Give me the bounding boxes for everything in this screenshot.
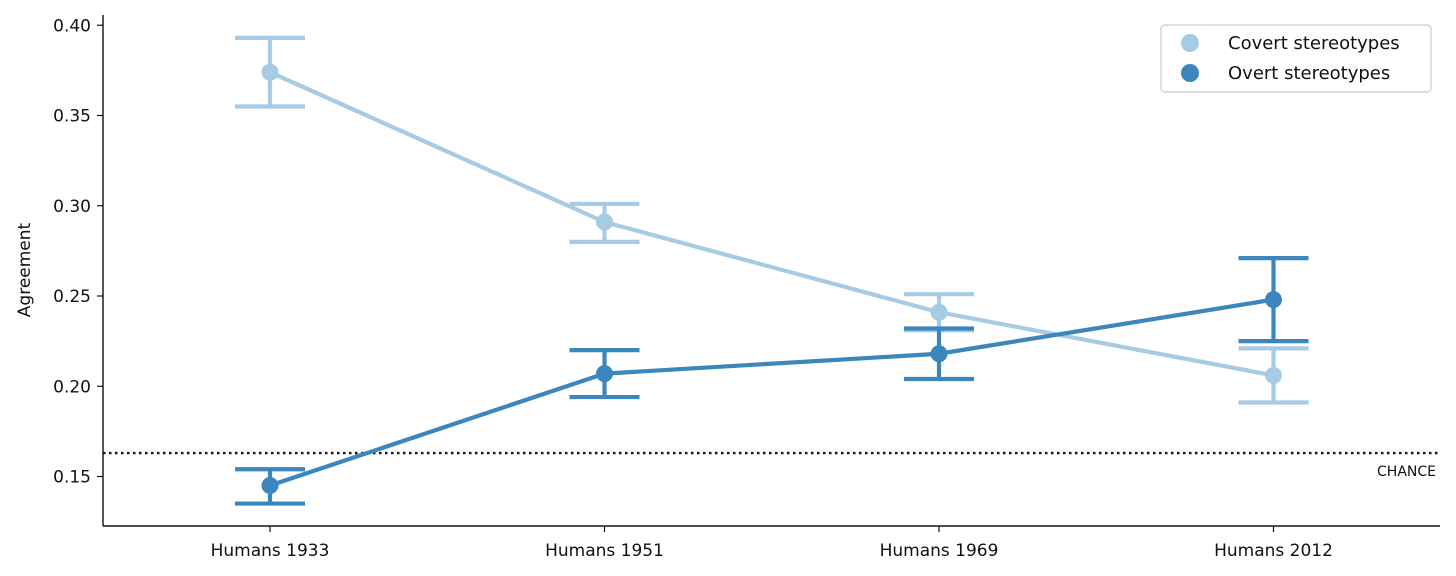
y-axis-title: Agreement [15, 222, 35, 317]
y-tick-label: 0.40 [53, 16, 91, 36]
data-point [930, 345, 948, 363]
data-point [930, 303, 948, 321]
chance-label: CHANCE [1377, 464, 1436, 480]
axes: 0.15 0.20 0.25 0.30 0.35 0.40 Humans 1933 Human… [53, 15, 1440, 561]
x-tick-label: Humans 1933 [211, 541, 330, 561]
series-overt [235, 255, 1309, 506]
series-layer [235, 35, 1309, 506]
x-tick-label: Humans 2012 [1214, 541, 1333, 561]
data-point [261, 63, 279, 81]
data-point [596, 213, 613, 231]
y-tick-label: 0.35 [53, 107, 91, 127]
legend-marker-overt [1181, 64, 1199, 82]
legend: Covert stereotypes Overt stereotypes [1160, 24, 1432, 93]
y-tick-label: 0.20 [53, 377, 91, 397]
data-point [596, 365, 613, 383]
x-tick-label: Humans 1969 [880, 541, 999, 561]
y-tick-label: 0.15 [53, 468, 91, 488]
data-point [261, 477, 279, 495]
series-covert [235, 35, 1309, 405]
legend-frame [1160, 24, 1432, 93]
data-point [1265, 291, 1282, 309]
chance-line-layer: CHANCE [103, 451, 1440, 480]
series-line [269, 297, 1274, 488]
y-tick-label: 0.25 [53, 287, 91, 307]
legend-label-covert: Covert stereotypes [1228, 33, 1400, 54]
legend-marker-covert [1181, 34, 1199, 52]
legend-label-overt: Overt stereotypes [1228, 63, 1390, 84]
y-tick-label: 0.30 [53, 197, 91, 217]
series-line [269, 70, 1274, 378]
x-tick-label: Humans 1951 [545, 541, 664, 561]
data-point [1265, 366, 1282, 384]
